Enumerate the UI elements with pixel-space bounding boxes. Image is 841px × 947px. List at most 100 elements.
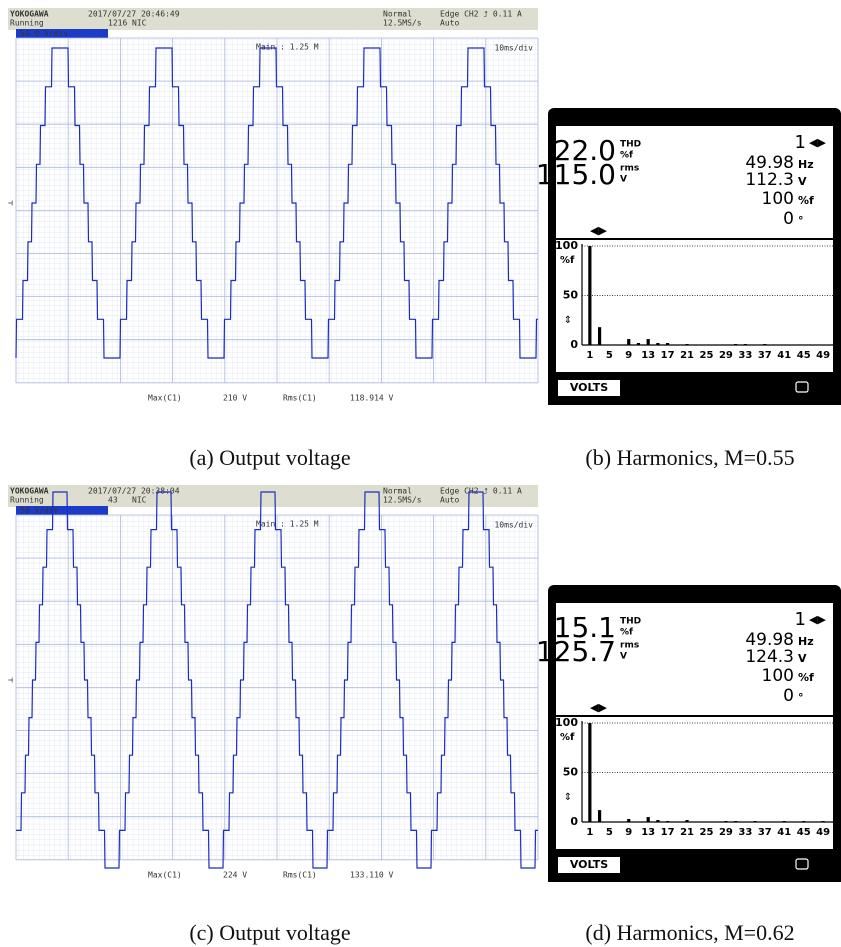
tab[interactable]: VOLTS — [570, 858, 608, 871]
voltage-unit: V — [798, 175, 807, 188]
bar — [588, 246, 591, 345]
rms-value: 118.914 V — [350, 394, 394, 403]
caption: (a) Output voltage — [189, 445, 350, 470]
x-tick-label: 5 — [606, 827, 613, 838]
trigger-auto: Auto — [440, 496, 459, 505]
bar — [656, 820, 659, 822]
bar — [783, 821, 786, 822]
bar — [763, 344, 766, 345]
trigger-auto: Auto — [440, 19, 459, 28]
rms-label: Rms(C1) — [283, 394, 317, 403]
y-tick-label: 50 — [563, 289, 579, 302]
x-tick-label: 21 — [680, 827, 694, 838]
scroll-arrows: ⇕ — [564, 315, 572, 326]
bar — [822, 821, 825, 822]
order-arrows: ◀▶ — [809, 136, 826, 149]
harmonic-order: 1 — [795, 609, 806, 630]
tab[interactable]: AMPS — [640, 858, 676, 871]
state: Running — [10, 19, 44, 28]
thd-label: THD — [620, 617, 641, 627]
bar — [588, 723, 591, 822]
max-label: Max(C1) — [148, 394, 182, 403]
caption: (b) Harmonics, M=0.55 — [585, 445, 794, 470]
x-tick-label: 5 — [606, 350, 613, 361]
y-tick-label: 0 — [570, 815, 578, 828]
harmonic-order: 1 — [795, 132, 806, 153]
state: Running — [10, 496, 44, 505]
max-value: 210 V — [223, 394, 247, 403]
rms-label: rms — [620, 641, 639, 651]
percent: 100 — [762, 189, 794, 209]
x-tick-label: 17 — [661, 350, 675, 361]
tab[interactable]: AMPS — [640, 381, 676, 394]
phase-unit: ° — [798, 691, 804, 704]
x-tick-label: 37 — [758, 827, 772, 838]
frequency-unit: Hz — [798, 158, 814, 171]
bar — [724, 821, 727, 822]
bar — [627, 819, 630, 822]
rms-value: 133.110 V — [350, 871, 394, 880]
y-tick-label: 0 — [570, 338, 578, 351]
x-tick-label: 33 — [738, 827, 752, 838]
bar — [598, 810, 601, 822]
count: 1216 — [108, 19, 127, 28]
tab[interactable]: VOLTS — [570, 381, 608, 394]
record-length: Main : 1.25 M — [256, 520, 319, 529]
tab[interactable]: WATTS — [707, 381, 750, 394]
thd-unit: %f — [620, 628, 633, 638]
tab[interactable]: WATTS — [707, 858, 750, 871]
x-tick-label: 25 — [700, 827, 714, 838]
phase: 0 — [783, 686, 794, 706]
brand: YOKOGAWA — [10, 487, 49, 496]
y-tick-label: 100 — [555, 239, 578, 252]
bar — [734, 821, 737, 822]
bar — [754, 821, 757, 822]
x-tick-label: 45 — [797, 350, 811, 361]
chart-area — [556, 240, 833, 372]
harmonics-display: HARMONICS⊸15.1THD%f125.7rmsV1◀▶49.98Hz12… — [536, 585, 841, 882]
display-title: HARMONICS — [562, 111, 638, 124]
bar — [666, 821, 669, 822]
channel: 54.0 V/div — [20, 29, 68, 38]
timebase: 10ms/div — [494, 521, 533, 530]
caption: (d) Harmonics, M=0.62 — [585, 920, 794, 945]
plug-icon: ⊸ — [819, 111, 828, 124]
x-tick-label: 1 — [586, 350, 593, 361]
x-tick-label: 1 — [586, 827, 593, 838]
y-tick-label: 100 — [555, 716, 578, 729]
trigger-mode: Normal — [383, 10, 412, 19]
datetime: 2017/07/27 20:38:04 — [88, 487, 180, 496]
sample-rate: 12.5MS/s — [383, 496, 422, 505]
caption: (c) Output voltage — [189, 920, 350, 945]
record-length: Main : 1.25 M — [256, 43, 319, 52]
x-tick-label: 37 — [758, 350, 772, 361]
bar — [598, 327, 601, 345]
count: 43 — [108, 496, 118, 505]
thd-unit: %f — [620, 151, 633, 161]
chart-area — [556, 717, 833, 849]
max-value: 224 V — [223, 871, 247, 880]
x-tick-label: 41 — [777, 350, 791, 361]
percent-unit: %f — [798, 194, 814, 207]
rms-label: Rms(C1) — [283, 871, 317, 880]
bar — [734, 344, 737, 345]
trigger: Edge CH2 ⮥ 0.11 A — [440, 10, 522, 19]
trigger: Edge CH2 ⮥ 0.11 A — [440, 487, 522, 496]
bar — [685, 344, 688, 345]
voltage-unit: V — [798, 652, 807, 665]
x-tick-label: 13 — [641, 827, 655, 838]
bar — [744, 344, 747, 345]
x-tick-label: 25 — [700, 350, 714, 361]
order-arrows: ◀▶ — [809, 613, 826, 626]
percent: 100 — [762, 666, 794, 686]
max-label: Max(C1) — [148, 871, 182, 880]
y-tick-label: 50 — [563, 766, 579, 779]
bar — [666, 343, 669, 345]
plug-icon: ⊸ — [819, 588, 828, 601]
frequency-unit: Hz — [798, 635, 814, 648]
rms-unit: V — [620, 175, 627, 185]
acquisition: NIC — [132, 496, 147, 505]
x-tick-label: 29 — [719, 350, 733, 361]
